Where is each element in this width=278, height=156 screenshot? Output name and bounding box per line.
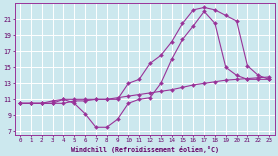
X-axis label: Windchill (Refroidissement éolien,°C): Windchill (Refroidissement éolien,°C) <box>71 146 219 153</box>
